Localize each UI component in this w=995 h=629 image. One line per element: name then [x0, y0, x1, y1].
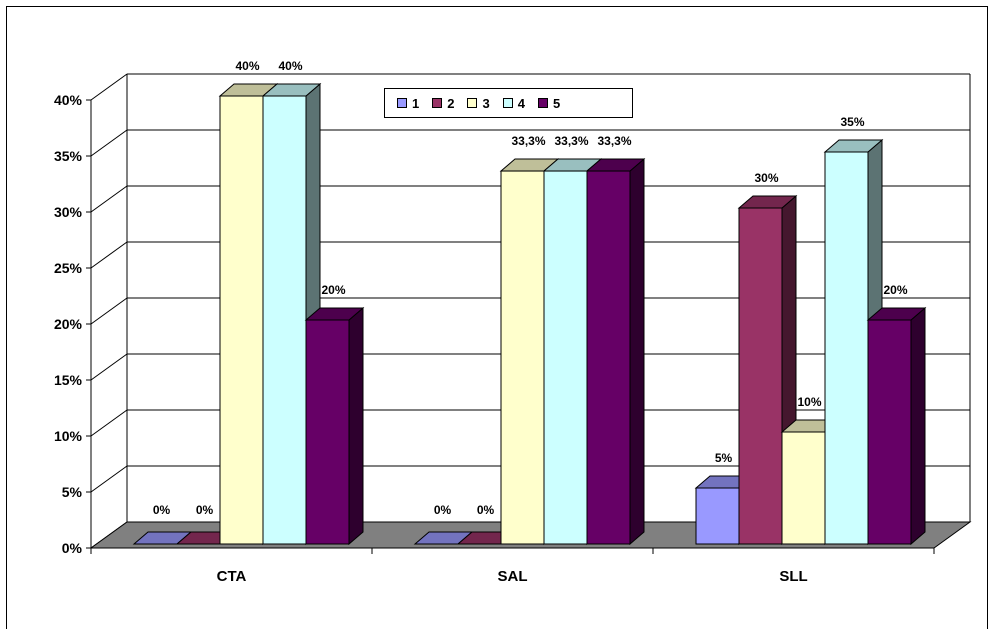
side-gridline — [91, 74, 127, 100]
x-tick-label-SAL: SAL — [498, 568, 528, 585]
bar-4-CTA — [263, 96, 306, 544]
legend-item-2: 2 — [432, 96, 454, 111]
data-label: 33,3% — [554, 134, 588, 148]
y-tick-label: 0% — [62, 540, 83, 556]
x-tick-label-CTA: CTA — [217, 568, 247, 585]
bar-side-5-SLL — [911, 308, 925, 544]
data-label: 0% — [434, 503, 452, 517]
legend-item-4: 4 — [503, 96, 525, 111]
data-label: 40% — [278, 59, 302, 73]
bar-4-SAL — [544, 171, 587, 544]
y-tick-label: 5% — [62, 484, 83, 500]
data-label: 10% — [797, 395, 821, 409]
data-label: 0% — [153, 503, 171, 517]
legend-label-2: 2 — [447, 96, 454, 111]
side-gridline — [91, 466, 127, 492]
data-label: 33,3% — [511, 134, 545, 148]
data-label: 0% — [196, 503, 214, 517]
y-tick-label: 25% — [54, 260, 83, 276]
bar-3-CTA — [220, 96, 263, 544]
side-gridline — [91, 298, 127, 324]
bar-5-CTA — [306, 320, 349, 544]
legend-label-4: 4 — [518, 96, 525, 111]
legend-label-5: 5 — [553, 96, 560, 111]
bar-3-SAL — [501, 171, 544, 544]
bar-3-SLL — [782, 432, 825, 544]
legend-label-1: 1 — [412, 96, 419, 111]
data-label: 20% — [883, 283, 907, 297]
data-label: 5% — [715, 451, 733, 465]
y-tick-label: 35% — [54, 148, 83, 164]
chart-legend: 1 2 3 4 5 — [384, 88, 633, 118]
data-label: 35% — [840, 115, 864, 129]
side-gridline — [91, 130, 127, 156]
legend-item-1: 1 — [397, 96, 419, 111]
side-gridline — [91, 354, 127, 380]
bar-5-SLL — [868, 320, 911, 544]
legend-swatch-4 — [503, 98, 513, 108]
legend-label-3: 3 — [482, 96, 489, 111]
bar-1-SLL — [696, 488, 739, 544]
y-tick-label: 30% — [54, 204, 83, 220]
data-label: 30% — [754, 171, 778, 185]
legend-swatch-5 — [538, 98, 548, 108]
legend-swatch-2 — [432, 98, 442, 108]
data-label: 40% — [235, 59, 259, 73]
side-gridline — [91, 186, 127, 212]
y-tick-label: 15% — [54, 372, 83, 388]
y-tick-label: 10% — [54, 428, 83, 444]
bar-2-SLL — [739, 208, 782, 544]
legend-swatch-3 — [467, 98, 477, 108]
legend-item-5: 5 — [538, 96, 560, 111]
legend-item-3: 3 — [467, 96, 489, 111]
bar-5-SAL — [587, 171, 630, 544]
y-tick-label: 20% — [54, 316, 83, 332]
side-gridline — [91, 242, 127, 268]
legend-swatch-1 — [397, 98, 407, 108]
data-label: 20% — [321, 283, 345, 297]
bar-side-5-SAL — [630, 159, 644, 544]
bar-4-SLL — [825, 152, 868, 544]
data-label: 33,3% — [597, 134, 631, 148]
data-label: 0% — [477, 503, 495, 517]
bar-side-5-CTA — [349, 308, 363, 544]
y-tick-label: 40% — [54, 92, 83, 108]
x-tick-label-SLL: SLL — [779, 568, 807, 585]
side-gridline — [91, 410, 127, 436]
